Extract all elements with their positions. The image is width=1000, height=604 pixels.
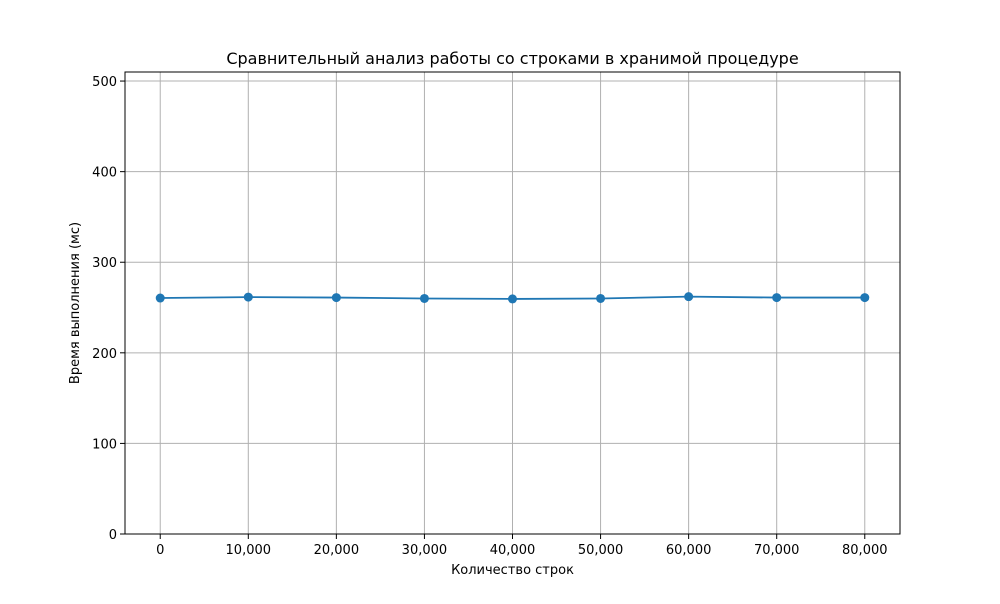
data-point [684,292,694,302]
data-point [331,293,341,303]
data-point [508,294,517,304]
x-tick-label: 70,000 [754,543,800,558]
data-point [596,293,606,303]
x-tick-label: 60,000 [666,543,712,558]
series-layer [155,292,870,304]
axis-ticks: 0 10,000 20,000 30,000 40,000 50,000 60,000 70,… [92,75,887,558]
data-point [772,293,782,303]
x-tick-label: 20,000 [314,543,360,558]
y-tick-label: 400 [92,166,117,181]
x-tick-label: 50,000 [578,543,624,558]
x-tick-label: 0 [156,543,164,558]
y-axis-label: Время выполнения (мс) [68,222,83,384]
x-axis-label: Количество строк [451,563,574,578]
x-tick-label: 30,000 [402,543,448,558]
y-tick-label: 300 [92,256,117,271]
data-point [243,292,253,302]
y-tick-label: 500 [92,75,117,90]
data-point [155,293,165,303]
data-point [419,293,429,303]
x-tick-label: 80,000 [842,543,888,558]
y-tick-label: 100 [92,437,117,452]
y-tick-label: 0 [109,528,117,543]
plot-frame [124,71,901,535]
x-tick-label: 40,000 [490,543,536,558]
y-tick-label: 200 [92,347,117,362]
x-tick-label: 10,000 [226,543,272,558]
data-point [860,293,870,303]
chart-title: Сравнительный анализ работы со строками … [226,49,798,68]
